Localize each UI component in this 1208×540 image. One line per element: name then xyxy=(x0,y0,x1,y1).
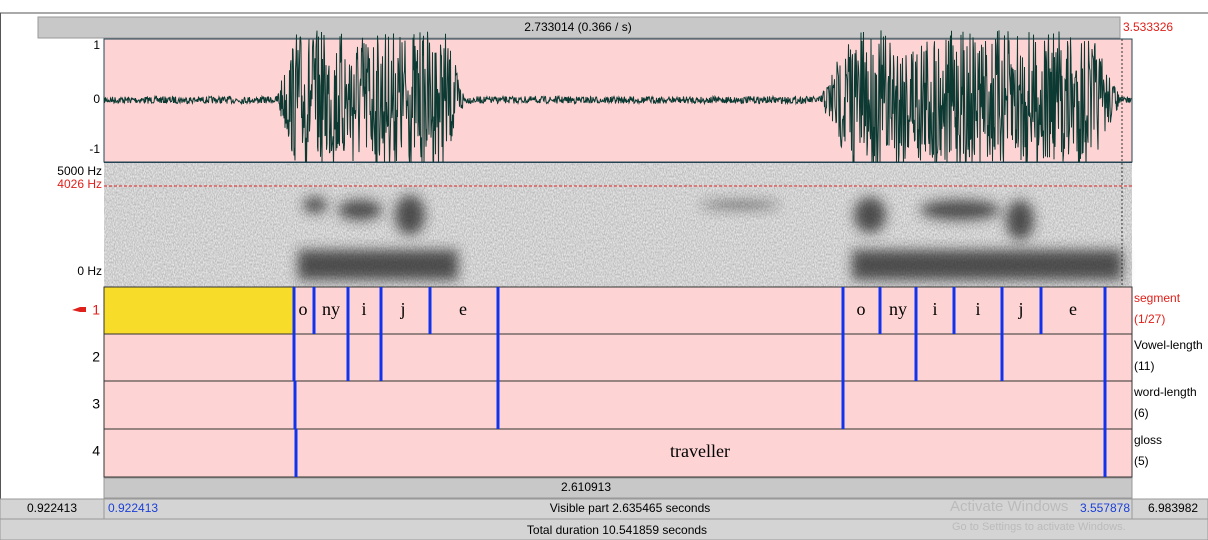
window-start: 0.922413 xyxy=(27,501,77,515)
interval-label[interactable]: i xyxy=(975,299,980,319)
amp-label: 1 xyxy=(93,38,100,52)
praat-editor: 2.733014 (0.366 / s) 3.533326 1 0 -1 500… xyxy=(0,0,1208,540)
tier-count: (6) xyxy=(1134,406,1149,420)
watermark-subtitle: Go to Settings to activate Windows. xyxy=(952,521,1126,533)
tier[interactable] xyxy=(104,429,1132,477)
tier[interactable] xyxy=(104,381,1132,429)
visible-start: 0.922413 xyxy=(108,501,158,515)
selection-end: 3.533326 xyxy=(1123,20,1173,34)
tier-name: word-length xyxy=(1133,385,1197,399)
freq-label: 5000 Hz xyxy=(57,164,102,178)
interval-label[interactable]: ny xyxy=(322,299,340,319)
tier-number[interactable]: 1 xyxy=(92,302,100,318)
interval-label[interactable]: ny xyxy=(889,299,907,319)
tier-name: gloss xyxy=(1134,433,1162,447)
interval-label[interactable]: j xyxy=(1017,299,1023,319)
amp-label: 0 xyxy=(93,92,100,106)
tier[interactable] xyxy=(104,334,1132,381)
visible-part: Visible part 2.635465 seconds xyxy=(550,501,711,515)
total-duration: Total duration 10.541859 seconds xyxy=(527,523,707,537)
selection-duration: 2.733014 (0.366 / s) xyxy=(524,20,631,34)
interval-label[interactable]: traveller xyxy=(670,441,730,461)
interval-label[interactable]: i xyxy=(361,299,366,319)
interval-label[interactable]: j xyxy=(399,299,405,319)
visible-end: 3.557878 xyxy=(1080,501,1130,515)
selection-bar[interactable] xyxy=(104,478,1132,498)
interval-label[interactable]: o xyxy=(857,299,866,319)
tier-number[interactable]: 2 xyxy=(92,349,100,365)
tier-name: segment xyxy=(1134,291,1181,305)
interval-label[interactable]: e xyxy=(459,299,467,319)
selected-interval[interactable] xyxy=(104,287,294,334)
tier-number[interactable]: 3 xyxy=(92,396,100,412)
amp-label: -1 xyxy=(89,142,100,156)
window-end: 6.983982 xyxy=(1148,501,1198,515)
tier-name: Vowel-length xyxy=(1134,338,1203,352)
tier-count: (5) xyxy=(1134,454,1149,468)
tier-number[interactable]: 4 xyxy=(92,443,100,459)
interval-label[interactable]: i xyxy=(932,299,937,319)
tier-count: (11) xyxy=(1134,359,1154,373)
watermark-title: Activate Windows xyxy=(950,498,1068,515)
interval-label[interactable]: e xyxy=(1069,299,1077,319)
freq-label: 0 Hz xyxy=(77,264,102,278)
freq-label: 4026 Hz xyxy=(57,177,102,191)
selection-duration: 2.610913 xyxy=(561,480,611,494)
tier-count: (1/27) xyxy=(1134,312,1165,326)
interval-label[interactable]: o xyxy=(299,299,308,319)
